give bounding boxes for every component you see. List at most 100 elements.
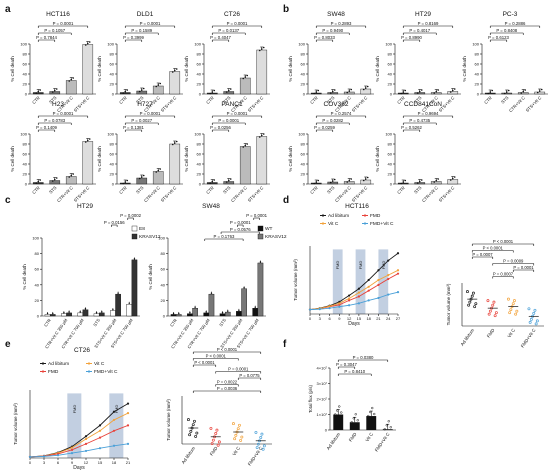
data-point <box>246 143 249 145</box>
data-point <box>387 259 390 262</box>
bar <box>534 91 546 95</box>
y-axis-label: Tumor volume (mm³) <box>13 403 18 445</box>
y-axis-label: Tumor volume (mm³) <box>293 259 298 301</box>
bar <box>152 171 164 185</box>
x-tick-label: Ad libitum <box>181 446 197 465</box>
chart-title: HCT116 <box>46 11 70 18</box>
bar <box>414 182 426 185</box>
data-point <box>246 74 249 77</box>
y-tick-label: 100 <box>20 132 27 137</box>
data-point <box>234 433 238 437</box>
data-point <box>227 89 230 92</box>
y-axis-label: % Cell death <box>97 56 102 82</box>
data-point <box>364 87 367 89</box>
y-axis-label: % Cell death <box>22 264 27 290</box>
data-point <box>387 293 390 296</box>
bar <box>239 146 251 185</box>
y-tick-label: 60 <box>301 62 306 67</box>
y-tick-label: 60 <box>35 267 40 272</box>
bar <box>256 49 268 95</box>
p-value-label: P = 0.0137 <box>218 28 239 33</box>
x-tick-label: FMD <box>486 327 496 338</box>
legend-label: Vit C <box>328 221 339 227</box>
p-value-label: P = 0.2886 <box>505 21 526 26</box>
data-point <box>453 176 456 178</box>
bar <box>517 92 529 95</box>
legend-marker <box>321 222 325 225</box>
data-point <box>157 169 160 172</box>
y-tick-label: 40 <box>110 162 115 167</box>
y-tick-label: 100 <box>107 42 114 47</box>
series-line <box>309 269 399 311</box>
y-tick-label: 80 <box>35 251 40 256</box>
data-point <box>159 82 162 85</box>
data-point <box>315 181 318 183</box>
bar <box>484 92 496 95</box>
data-point <box>536 91 539 94</box>
y-tick-label: 20 <box>110 82 115 87</box>
p-value-label: P = 0.0256 <box>210 125 231 130</box>
p-value-label: P = 0.0009 <box>503 259 524 264</box>
x-tick-label: Ad libitum <box>460 328 476 347</box>
data-point <box>209 182 212 184</box>
chart-title: PC-3 <box>503 11 518 18</box>
data-point <box>492 300 496 304</box>
y-tick-label: 20 <box>475 82 480 87</box>
data-point <box>364 178 367 180</box>
data-point <box>329 92 332 94</box>
data-point <box>227 310 229 312</box>
y-tick-label: 60 <box>301 152 306 157</box>
x-tick-label: STS+Vit C <box>160 185 178 203</box>
data-point <box>211 180 214 183</box>
data-point <box>260 134 263 137</box>
p-value-label: P = 0.0001 <box>53 21 74 26</box>
y-tick-label: 0 <box>163 314 166 319</box>
y-tick-label: 20 <box>23 172 28 177</box>
p-value-label: P = 0.1763 <box>214 234 235 239</box>
data-point <box>88 138 91 140</box>
bar <box>152 85 164 95</box>
data-point <box>98 436 102 439</box>
x-tick-label: STS <box>222 185 232 195</box>
p-value-label: P = 0.0001 <box>228 367 249 372</box>
data-point <box>229 178 232 180</box>
fmd-band-label: FMD <box>72 405 77 414</box>
data-point <box>491 89 494 92</box>
data-point <box>142 174 145 177</box>
data-point <box>133 258 136 260</box>
y-tick-label: 60 <box>388 62 393 67</box>
y-tick-label: 60 <box>23 62 28 67</box>
data-point <box>352 417 355 420</box>
data-point <box>333 178 336 181</box>
panel-letter: c <box>5 195 11 206</box>
x-axis-label: Days <box>73 465 85 471</box>
data-point <box>209 426 213 430</box>
data-point <box>189 429 193 433</box>
y-tick-label: 20 <box>110 172 115 177</box>
data-point <box>39 89 42 91</box>
bar <box>115 293 121 317</box>
x-tick-label: FMD+Vit C <box>247 445 264 467</box>
data-point <box>346 181 349 183</box>
bar <box>236 311 242 317</box>
data-point <box>72 173 75 175</box>
bar <box>360 179 372 185</box>
bar <box>77 312 84 317</box>
y-tick-label: 40 <box>35 282 40 287</box>
data-point <box>55 177 58 179</box>
data-point <box>466 290 469 294</box>
data-point <box>367 289 370 292</box>
data-point <box>348 90 351 92</box>
data-point <box>348 294 351 297</box>
bar <box>110 310 116 317</box>
panel-letter: b <box>283 4 289 15</box>
x-tick-label: STS+Vit C <box>247 185 265 203</box>
data-point <box>404 179 407 182</box>
y-tick-label: 100 <box>385 132 392 137</box>
data-point <box>367 285 370 288</box>
data-point <box>86 42 89 45</box>
y-axis-label: % Cell death <box>97 146 102 172</box>
data-point <box>348 179 351 182</box>
p-value-label: P = 0.0022 <box>217 380 238 385</box>
legend-label: FMD <box>370 213 381 219</box>
